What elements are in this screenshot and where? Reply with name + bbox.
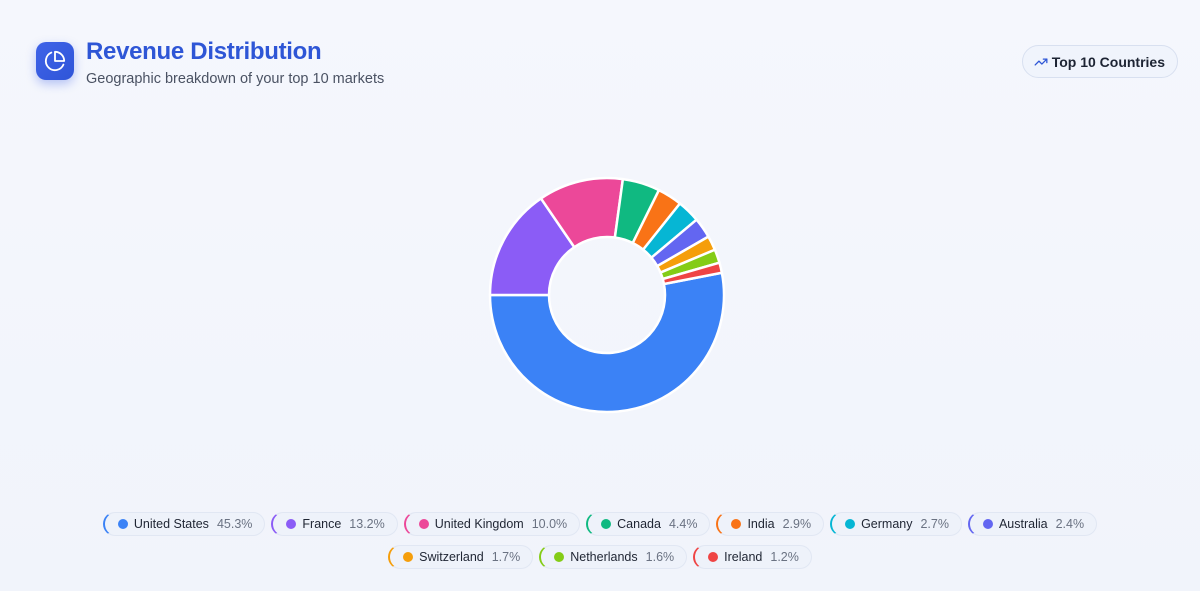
- trending-up-icon: [1034, 55, 1048, 69]
- legend-label: France: [302, 517, 342, 531]
- legend-value: 1.7%: [491, 550, 521, 564]
- legend-dot: [731, 519, 742, 529]
- legend-item-united-kingdom[interactable]: United Kingdom 10.0%: [403, 512, 581, 536]
- legend-value: 2.4%: [1055, 517, 1085, 531]
- legend-item-ireland[interactable]: Ireland 1.2%: [693, 545, 812, 569]
- page-subtitle: Geographic breakdown of your top 10 mark…: [86, 71, 385, 87]
- legend-dot: [286, 519, 297, 529]
- legend-dot: [708, 552, 719, 562]
- legend-dot: [403, 552, 414, 562]
- legend-item-germany[interactable]: Germany 2.7%: [830, 512, 962, 536]
- legend-item-switzerland[interactable]: Switzerland 1.7%: [388, 545, 534, 569]
- legend-value: 45.3%: [216, 517, 253, 531]
- legend-value: 13.2%: [349, 517, 385, 531]
- pie-chart-icon: [36, 42, 74, 80]
- legend-value: 4.4%: [668, 517, 698, 531]
- legend-label: Germany: [861, 517, 913, 531]
- top-countries-button[interactable]: Top 10 Countries: [1021, 45, 1178, 78]
- slice-united-states[interactable]: [488, 271, 726, 414]
- legend-label: United States: [133, 517, 209, 531]
- legend-dot: [554, 552, 565, 562]
- legend-label: Canada: [617, 517, 661, 531]
- page-title: Revenue Distribution: [86, 38, 322, 65]
- legend-label: Switzerland: [419, 550, 484, 564]
- legend-value: 1.2%: [770, 550, 799, 564]
- legend-value: 2.7%: [920, 517, 949, 531]
- top-countries-label: Top 10 Countries: [1051, 53, 1165, 70]
- legend-item-france[interactable]: France 13.2%: [271, 512, 398, 536]
- legend-item-india[interactable]: India 2.9%: [716, 512, 825, 536]
- legend-label: United Kingdom: [434, 517, 524, 531]
- legend-label: India: [747, 517, 775, 531]
- legend-item-united-states[interactable]: United States 45.3%: [102, 512, 266, 536]
- legend-value: 10.0%: [531, 517, 568, 531]
- legend-row-1: United States 45.3% France 13.2% United King…: [0, 512, 1200, 536]
- slice-ireland[interactable]: [661, 261, 724, 286]
- legend-label: Netherlands: [570, 550, 638, 564]
- legend-dot: [845, 519, 856, 529]
- legend-dot: [418, 519, 429, 529]
- legend-item-australia[interactable]: Australia 2.4%: [967, 512, 1098, 536]
- legend-item-netherlands[interactable]: Netherlands 1.6%: [539, 545, 688, 569]
- legend-value: 2.9%: [782, 517, 812, 531]
- legend-item-canada[interactable]: Canada 4.4%: [586, 512, 711, 536]
- legend-row-2: Switzerland 1.7% Netherlands 1.6% Ireland 1.2…: [0, 545, 1200, 569]
- legend-value: 1.6%: [645, 550, 675, 564]
- header: Revenue Distribution Geographic breakdow…: [36, 38, 384, 88]
- legend-label: Australia: [998, 517, 1048, 531]
- legend-label: Ireland: [724, 550, 763, 564]
- legend-dot: [982, 519, 993, 529]
- legend-dot: [601, 519, 612, 529]
- legend-dot: [117, 519, 128, 529]
